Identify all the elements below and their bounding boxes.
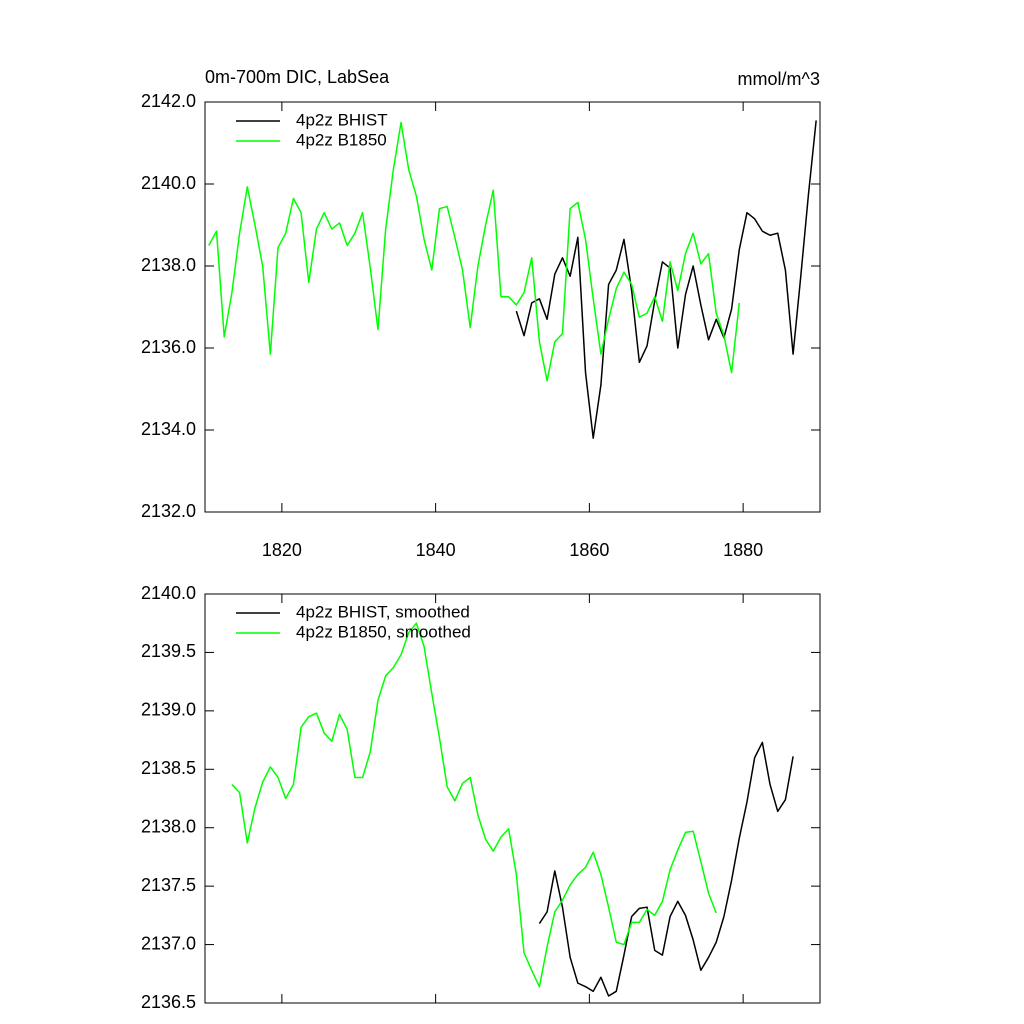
y-tick-label: 2134.0 — [141, 419, 196, 439]
y-tick-label: 2140.0 — [141, 173, 196, 193]
legend-label: 4p2z BHIST, smoothed — [296, 602, 470, 621]
units-label: mmol/m^3 — [738, 69, 820, 89]
y-tick-label: 2136.5 — [141, 992, 196, 1012]
data-line — [231, 622, 717, 988]
y-tick-label: 2140.0 — [141, 583, 196, 603]
y-tick-label: 2137.0 — [141, 933, 196, 953]
data-line — [208, 121, 741, 382]
y-tick-label: 2142.0 — [141, 91, 196, 111]
y-tick-label: 2138.0 — [141, 816, 196, 836]
legend-label: 4p2z BHIST — [296, 110, 388, 129]
plot-frame — [204, 593, 821, 1004]
legend-label: 4p2z B1850 — [296, 130, 387, 149]
y-tick-label: 2138.0 — [141, 255, 196, 275]
legend-label: 4p2z B1850, smoothed — [296, 622, 471, 641]
y-tick-label: 2139.0 — [141, 700, 196, 720]
data-line — [538, 741, 794, 997]
y-tick-label: 2139.5 — [141, 641, 196, 661]
x-tick-label: 1860 — [569, 540, 609, 560]
plot-frame — [204, 101, 821, 513]
y-tick-label: 2137.5 — [141, 875, 196, 895]
x-tick-label: 1820 — [262, 540, 302, 560]
chart-title: 0m-700m DIC, LabSea — [205, 67, 390, 87]
x-tick-label: 1880 — [723, 540, 763, 560]
x-tick-label: 1840 — [416, 540, 456, 560]
data-line — [515, 120, 817, 439]
y-tick-label: 2136.0 — [141, 337, 196, 357]
y-tick-label: 2138.5 — [141, 758, 196, 778]
y-tick-label: 2132.0 — [141, 501, 196, 521]
